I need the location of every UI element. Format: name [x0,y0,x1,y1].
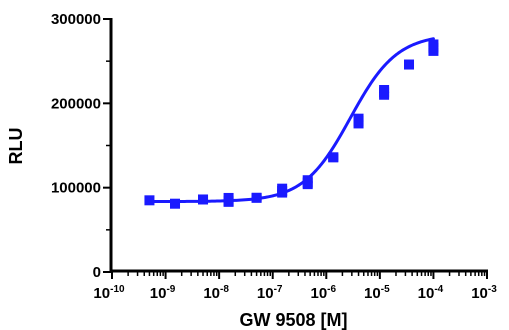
data-point [277,183,288,198]
data-marker [353,116,364,127]
data-point [353,113,364,129]
data-marker [251,192,262,203]
data-marker [428,42,439,53]
data-point [144,195,155,206]
data-point [251,192,262,203]
data-markers [144,39,439,209]
data-point [198,194,209,205]
x-tick-label: 10-10 [93,284,125,302]
data-point [170,198,181,209]
data-point [379,84,390,100]
y-tick-label: 300000 [51,11,101,28]
y-tick-label: 200000 [51,95,101,112]
x-tick-label: 10-8 [203,284,229,302]
data-point [428,39,439,56]
x-tick-label: 10-9 [150,284,176,302]
fit-curve-group [147,37,435,204]
data-marker [170,198,181,209]
data-point [223,192,234,207]
tick-labels: 0 100000 200000 300000 10-10 10-9 10-8 10-7 10-6… [51,11,497,302]
data-marker [379,87,390,98]
y-tick-label: 100000 [51,180,101,197]
y-tick-label: 0 [93,264,101,281]
data-point [404,59,415,70]
data-point [302,175,313,190]
data-marker [277,186,288,197]
data-marker [223,196,234,207]
x-tick-label: 10-5 [364,284,390,302]
y-axis-title: RLU [6,128,26,165]
x-tick-label: 10-7 [257,284,283,302]
data-marker [144,195,155,206]
tick-marks [103,18,488,279]
x-tick-label: 10-3 [471,284,497,302]
data-point [328,152,339,163]
data-marker [328,152,339,163]
data-marker [198,194,209,205]
fit-curve [147,37,435,204]
x-tick-label: 10-6 [310,284,336,302]
x-axis-title: GW 9508 [M] [239,310,347,330]
x-tick-label: 10-4 [418,284,444,302]
data-marker [302,177,313,188]
data-marker [404,59,415,70]
